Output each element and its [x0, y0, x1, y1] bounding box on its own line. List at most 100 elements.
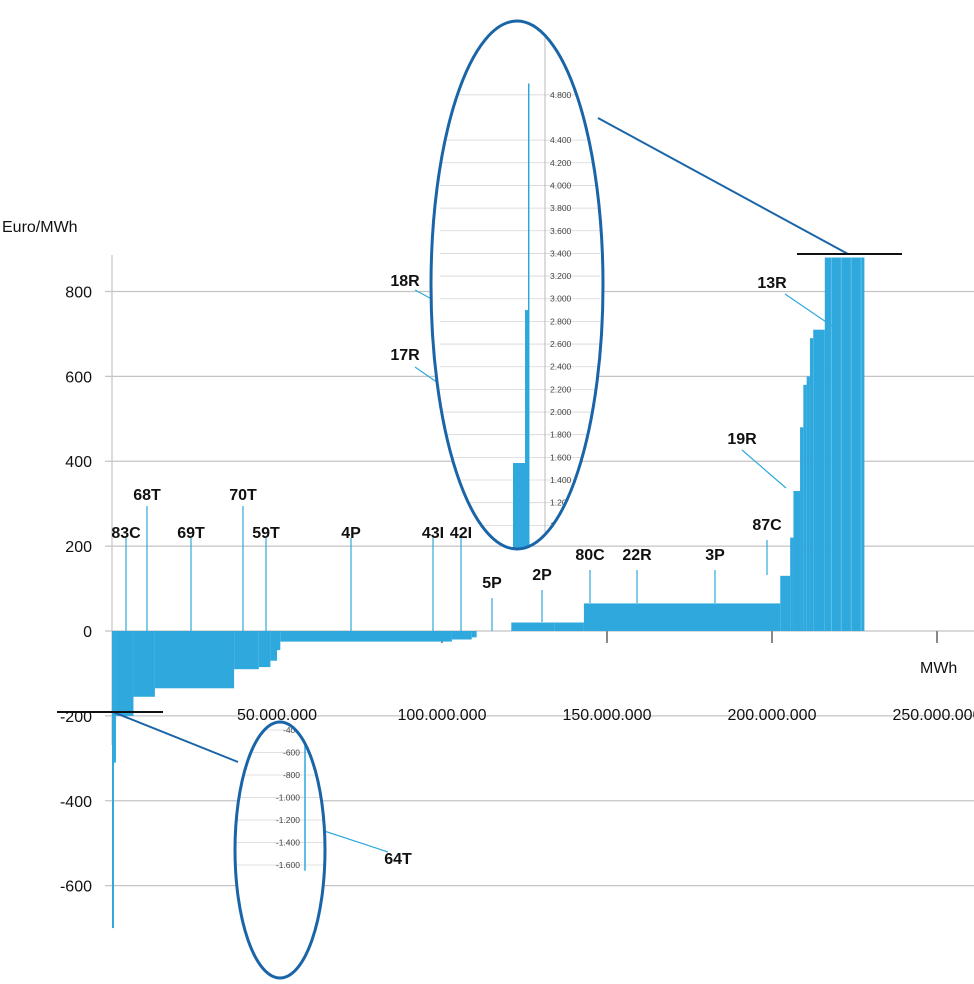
zoom-lower-tick: -1.000: [276, 793, 300, 803]
bar-step: [800, 427, 804, 631]
y-tick-label: 600: [65, 369, 92, 386]
zoom-upper-frame: [429, 19, 605, 551]
zoom-upper-tick: 4.400: [550, 135, 572, 145]
zoom-upper-tick: 2.000: [550, 407, 572, 417]
bar-step: [790, 537, 794, 631]
zoom-upper-tick: 2.600: [550, 339, 572, 349]
zoom-upper-tick: 1.600: [550, 452, 572, 462]
bar-step: [809, 338, 814, 631]
zoom-upper-tick: 4.200: [550, 158, 572, 168]
zoom-upper-tick: 3.000: [550, 294, 572, 304]
bar-label-64t: 64T: [384, 851, 412, 868]
bar-step: [258, 631, 271, 668]
zoom-upper-tick: 2.800: [550, 316, 572, 326]
bar-step: [113, 631, 116, 763]
zoom-lower-tick: -1.600: [276, 860, 300, 870]
zoom-lower-tick: -800: [283, 770, 300, 780]
bar-label-87c: 87C: [752, 517, 782, 534]
bar-step: [813, 329, 825, 631]
bar-step: [780, 575, 791, 631]
bar-step: [280, 631, 452, 642]
bar-step: [583, 603, 772, 631]
zoom-lower-connector: [112, 711, 239, 763]
x-tick-label: 200.000.000: [728, 707, 817, 724]
zoom-upper-tick: 2.400: [550, 362, 572, 372]
bar-label-83c: 83C: [111, 525, 141, 542]
zoom-upper-tick: 4.000: [550, 180, 572, 190]
bar-label-59t: 59T: [252, 525, 280, 542]
bar-label-17r: 17R: [390, 347, 420, 364]
bar-step: [554, 622, 584, 631]
zoom-lower-tick: -1.400: [276, 838, 300, 848]
bar-labels: 83C 68T 69T 70T 59T 4P 43I 42I 5P 2P 80C 22R 3P 87C 19…: [111, 273, 833, 868]
leader-line: [784, 293, 833, 327]
bar-step: [234, 631, 259, 670]
bars: [112, 257, 865, 929]
x-axis-title: MWh: [920, 660, 957, 677]
zoom-lower-tick: -1.200: [276, 815, 300, 825]
bar-step: [511, 622, 555, 631]
zoom-upper-tick: 1.200: [550, 498, 572, 508]
y-tick-label: 200: [65, 539, 92, 556]
bar-step: [471, 631, 477, 638]
zoom-upper-tick: 1.800: [550, 430, 572, 440]
x-tick-label: 100.000.000: [398, 707, 487, 724]
x-tick-label: 250.000.000: [893, 707, 974, 724]
zoom-lower-frame: [233, 720, 327, 980]
bar-label-70t: 70T: [229, 487, 257, 504]
zoom-lower-tick: -600: [283, 748, 300, 758]
bar-label-68t: 68T: [133, 487, 161, 504]
zoom-lower-bg: [235, 722, 325, 978]
bar-step: [112, 631, 114, 929]
zoom-upper-bar: [525, 310, 529, 549]
bar-step: [277, 631, 281, 651]
bar-label-42i: 42I: [450, 525, 472, 542]
bar-step: [270, 631, 277, 661]
bar-label-3p: 3P: [705, 547, 725, 564]
bar-step: [793, 490, 801, 631]
zoom-upper-bar: [528, 83, 530, 549]
y-tick-label: -600: [60, 879, 92, 896]
bar-label-5p: 5P: [482, 575, 502, 592]
axes: 800 600 400 200 0 -200 -400 -600 50.000.000 100.0…: [2, 219, 974, 896]
zoom-upper-tick: 3.400: [550, 248, 572, 258]
bar-label-2p: 2P: [532, 567, 552, 584]
bar-label-22r: 22R: [622, 547, 652, 564]
y-tick-label: 800: [65, 284, 92, 301]
x-tick-label: 150.000.000: [563, 707, 652, 724]
bar-step: [803, 384, 807, 631]
bar-step: [115, 631, 134, 716]
bar-label-69t: 69T: [177, 525, 205, 542]
y-tick-label: 0: [83, 624, 92, 641]
bar-step: [824, 257, 865, 631]
bar-step: [451, 631, 472, 640]
zoom-upper-tick: 3.600: [550, 226, 572, 236]
leader-line: [741, 449, 787, 489]
y-tick-label: 400: [65, 454, 92, 471]
zoom-lower-tick: -400: [283, 725, 300, 735]
zoom-upper-tick: 2.200: [550, 384, 572, 394]
x-tick-label: 50.000.000: [237, 707, 317, 724]
y-tick-label: -400: [60, 794, 92, 811]
zoom-insets: 4.800 4.400 4.200 4.000 3.800 3.600 3.400 3.200…: [57, 19, 902, 980]
bar-label-4p: 4P: [341, 525, 361, 542]
bar-label-80c: 80C: [575, 547, 605, 564]
zoom-upper-tick: 4.800: [550, 90, 572, 100]
zoom-upper-bg: [431, 21, 603, 549]
bar-step: [133, 631, 155, 697]
zoom-upper-tick: 1.400: [550, 475, 572, 485]
y-tick-label: -200: [60, 709, 92, 726]
y-axis-title: Euro/MWh: [2, 219, 78, 236]
bar-label-43i: 43I: [422, 525, 444, 542]
zoom-upper-bar: [513, 463, 527, 549]
bar-step: [154, 631, 235, 689]
bar-label-18r: 18R: [390, 273, 420, 290]
zoom-upper-tick: 3.200: [550, 271, 572, 281]
zoom-upper-connector: [597, 117, 849, 255]
zoom-upper-tick: 3.800: [550, 203, 572, 213]
bar-step: [806, 376, 810, 631]
bar-label-19r: 19R: [727, 431, 757, 448]
bar-label-13r: 13R: [757, 275, 787, 292]
bar-step: [772, 603, 781, 631]
